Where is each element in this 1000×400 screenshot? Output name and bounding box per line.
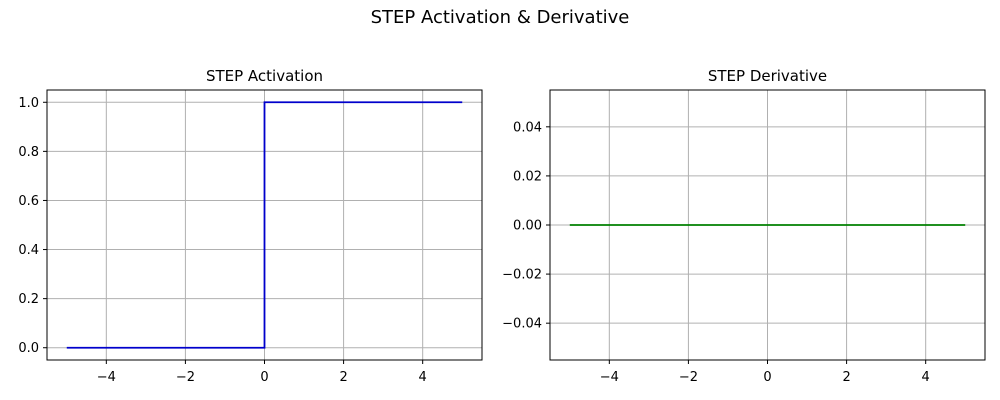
step-derivative-x-tick-label: 0: [763, 370, 771, 385]
step-derivative-y-tick-label: −0.02: [502, 268, 542, 283]
step-activation-y-tick-label: 0.0: [18, 341, 39, 356]
step-activation-x-tick-label: 4: [419, 370, 427, 385]
step-derivative-y-tick-label: 0.02: [513, 169, 542, 184]
step-activation-x-tick-label: 0: [260, 370, 268, 385]
step-activation-y-tick-label: 0.8: [18, 145, 39, 160]
step-derivative-x-tick-label: 4: [922, 370, 930, 385]
step-activation-y-tick-label: 0.6: [18, 194, 39, 209]
step-activation-series-line: [66, 101, 463, 349]
step-activation-x-tick-label: −2: [176, 370, 195, 385]
step-activation-title: STEP Activation: [206, 67, 323, 85]
step-activation-x-tick-label: −4: [97, 370, 116, 385]
step-derivative-x-tick-label: −4: [600, 370, 619, 385]
step-activation-y-tick-label: 0.4: [18, 243, 39, 258]
step-derivative-x-tick-label: −2: [679, 370, 698, 385]
figure-title: STEP Activation & Derivative: [371, 7, 630, 28]
step-derivative-y-tick-label: 0.00: [513, 219, 542, 234]
step-derivative-x-tick-label: 2: [842, 370, 850, 385]
step-activation-y-tick-label: 0.2: [18, 292, 39, 307]
step-derivative-y-tick-label: 0.04: [513, 120, 542, 135]
step-derivative-y-tick-label: −0.04: [502, 317, 542, 332]
step-activation-axes: −4 −2 0 2 4 0.0 0.2 0.4 0.6 0.8 1.0 STEP Activation: [18, 67, 483, 385]
step-activation-x-tick-label: 2: [339, 370, 347, 385]
step-derivative-title: STEP Derivative: [708, 67, 827, 85]
step-derivative-axes: −4 −2 0 2 4 −0.04 −0.02 0.00 0.02 0.04 STEP Deriva…: [502, 67, 986, 385]
step-activation-y-tick-label: 1.0: [18, 96, 39, 111]
